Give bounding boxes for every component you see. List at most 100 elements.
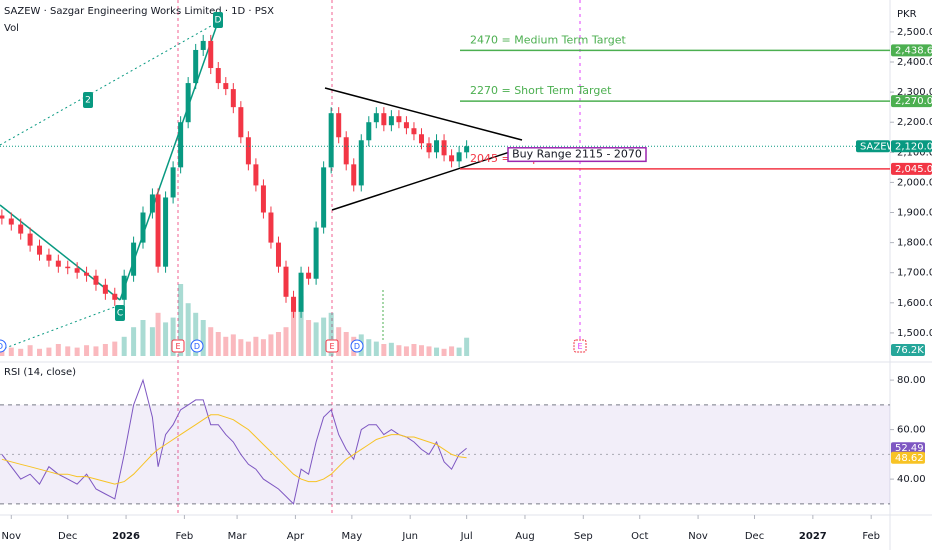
- candle-body: [358, 140, 364, 186]
- x-tick-label: May: [342, 531, 363, 542]
- volume-bar: [245, 341, 251, 356]
- volume-bar: [102, 344, 108, 356]
- volume-bar: [8, 347, 14, 356]
- volume-bar: [149, 327, 155, 356]
- volume-bar: [313, 322, 319, 356]
- candle-body: [215, 68, 221, 84]
- level-tag-bg: [891, 162, 932, 175]
- volume-bar: [373, 341, 379, 356]
- event-label: D: [354, 342, 360, 351]
- event-label: E: [329, 342, 334, 351]
- volume-bar: [27, 345, 33, 356]
- candle-body: [18, 224, 24, 234]
- y-tick-label: 2,300.00: [897, 87, 932, 98]
- candle-body: [178, 122, 184, 168]
- candle-body: [208, 40, 214, 69]
- wave-label: D: [215, 16, 222, 26]
- volume-bar: [388, 342, 394, 356]
- volume-bar: [84, 345, 90, 356]
- volume-bar: [121, 336, 127, 356]
- candle-body: [418, 134, 424, 144]
- y-tick-label: 1,900.00: [897, 208, 932, 219]
- candle-body: [8, 218, 14, 225]
- y-tick-label: 80.00: [897, 375, 926, 386]
- candle-body: [223, 83, 229, 90]
- volume-bar: [170, 317, 176, 356]
- symbol-tag-text: SAZEW: [860, 141, 897, 152]
- y-tick-label: 2,100.00: [897, 147, 932, 158]
- x-tick-label: Dec: [58, 531, 77, 542]
- event-icon: [573, 339, 587, 353]
- candle-body: [65, 266, 71, 269]
- event-icon: [171, 339, 185, 353]
- candle-body: [306, 272, 312, 279]
- candle-body: [373, 113, 379, 123]
- candle-body: [193, 49, 199, 84]
- x-tick-label: Jul: [460, 531, 473, 542]
- rsi-tag: 52.49: [891, 442, 925, 455]
- candle-body: [121, 275, 127, 300]
- level-tag: 2,270.00: [891, 95, 932, 108]
- volume-tag-text: 76.2K: [895, 345, 924, 356]
- candle-body: [441, 140, 447, 156]
- y-tick-label: 1,500.00: [897, 328, 932, 339]
- event-icon: [190, 339, 204, 353]
- candle-body: [396, 116, 402, 123]
- volume-bar: [55, 344, 61, 356]
- x-tick-label: Feb: [176, 531, 194, 542]
- volume-bar: [253, 336, 259, 356]
- candle-body: [140, 212, 146, 243]
- x-tick-label: Apr: [287, 531, 305, 542]
- volume-bar: [268, 334, 274, 356]
- candle-body: [149, 194, 155, 213]
- level-tag-bg: [891, 44, 932, 57]
- candle-body: [74, 268, 80, 273]
- candle-body: [0, 215, 5, 219]
- event-icon: [0, 339, 7, 353]
- candle-body: [102, 284, 108, 294]
- x-tick-label: Mar: [228, 531, 248, 542]
- y-tick-label: 60.00: [897, 425, 926, 436]
- volume-bar: [381, 344, 387, 356]
- volume-bar: [449, 346, 455, 356]
- candle-body: [388, 116, 394, 126]
- candle-body: [55, 260, 61, 267]
- volume-bar: [441, 348, 447, 356]
- volume-bar: [230, 334, 236, 356]
- event-icon: [325, 339, 339, 353]
- x-tick-label: Aug: [515, 531, 535, 542]
- volume-bar: [112, 341, 118, 356]
- level-tag-bg: [891, 95, 932, 108]
- volume-bar: [275, 332, 281, 356]
- volume-bar: [291, 308, 297, 356]
- wave-label-bg: [115, 305, 125, 321]
- last-price-tag-bg: [891, 140, 932, 153]
- rsi-line: [1, 378, 467, 505]
- candle-body: [200, 40, 206, 50]
- symbol-tag-bg: [856, 140, 890, 153]
- volume-bar: [185, 303, 191, 356]
- y-tick-label: 40.00: [897, 474, 926, 485]
- volume-bar: [283, 327, 289, 356]
- volume-bar: [200, 320, 206, 356]
- volume-bar: [223, 336, 229, 356]
- volume-bar: [403, 346, 409, 356]
- volume-bar: [93, 346, 99, 356]
- volume-bar: [65, 346, 71, 356]
- candle-body: [131, 242, 137, 276]
- last-price-tag-text: 2,120.07: [895, 141, 932, 152]
- triangle-line: [331, 147, 523, 211]
- candle-body: [155, 194, 161, 267]
- candle-body: [27, 233, 33, 246]
- y-tick-label: 2,400.00: [897, 57, 932, 68]
- wave-label-bg: [83, 92, 93, 108]
- volume-bar: [396, 345, 402, 356]
- wave-label: C: [117, 309, 123, 319]
- candle-body: [170, 167, 176, 198]
- rsi-title: RSI (14, close): [4, 367, 76, 378]
- x-tick-label: Jun: [401, 531, 418, 542]
- candle-body: [411, 128, 417, 135]
- candle-body: [163, 197, 169, 267]
- channel-line: [0, 304, 121, 351]
- rsi-tag: 48.62: [891, 451, 925, 464]
